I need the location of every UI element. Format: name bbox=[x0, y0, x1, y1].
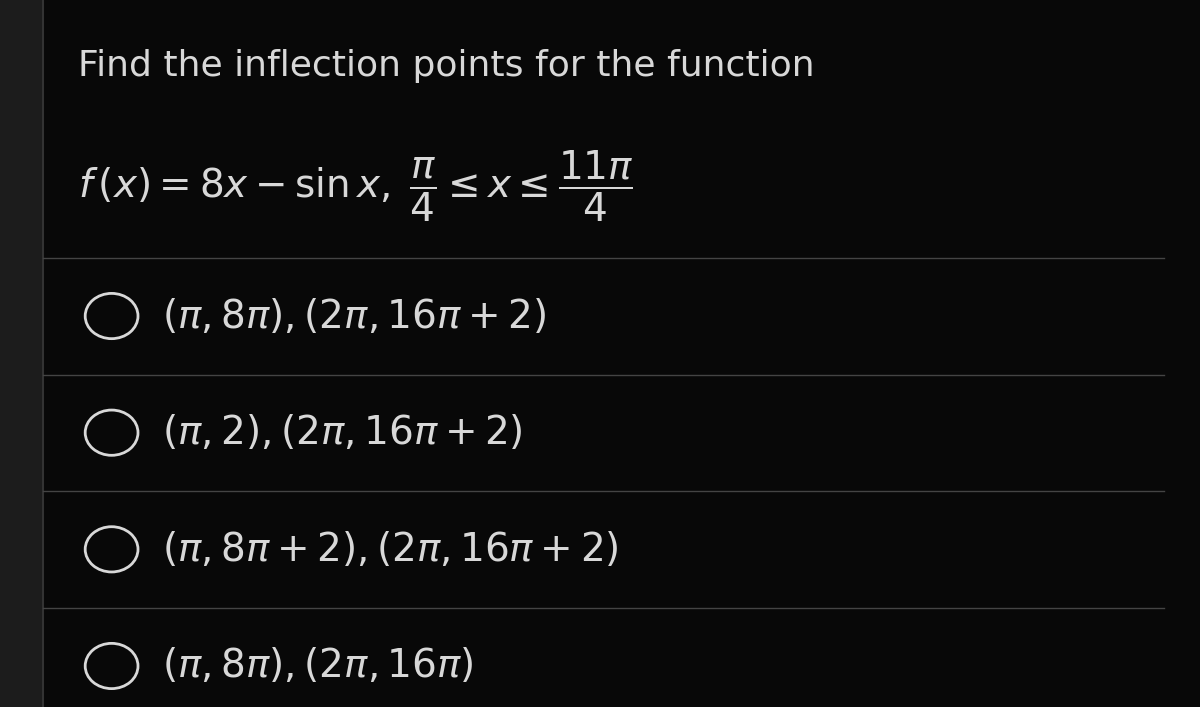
Bar bbox=[0, 0, 43, 707]
Text: Find the inflection points for the function: Find the inflection points for the funct… bbox=[78, 49, 815, 83]
Text: $(\pi, 8\pi), (2\pi, 16\pi)$: $(\pi, 8\pi), (2\pi, 16\pi)$ bbox=[162, 646, 474, 686]
Text: $(\pi, 2), (2\pi, 16\pi + 2)$: $(\pi, 2), (2\pi, 16\pi + 2)$ bbox=[162, 413, 523, 452]
Text: $(\pi, 8\pi), (2\pi, 16\pi + 2)$: $(\pi, 8\pi), (2\pi, 16\pi + 2)$ bbox=[162, 296, 546, 336]
Text: $(\pi, 8\pi + 2), (2\pi, 16\pi + 2)$: $(\pi, 8\pi + 2), (2\pi, 16\pi + 2)$ bbox=[162, 530, 618, 569]
Text: $f\,(x) = 8x - \sin x,\; \dfrac{\pi}{4} \leq x \leq \dfrac{11\pi}{4}$: $f\,(x) = 8x - \sin x,\; \dfrac{\pi}{4} … bbox=[78, 148, 634, 223]
